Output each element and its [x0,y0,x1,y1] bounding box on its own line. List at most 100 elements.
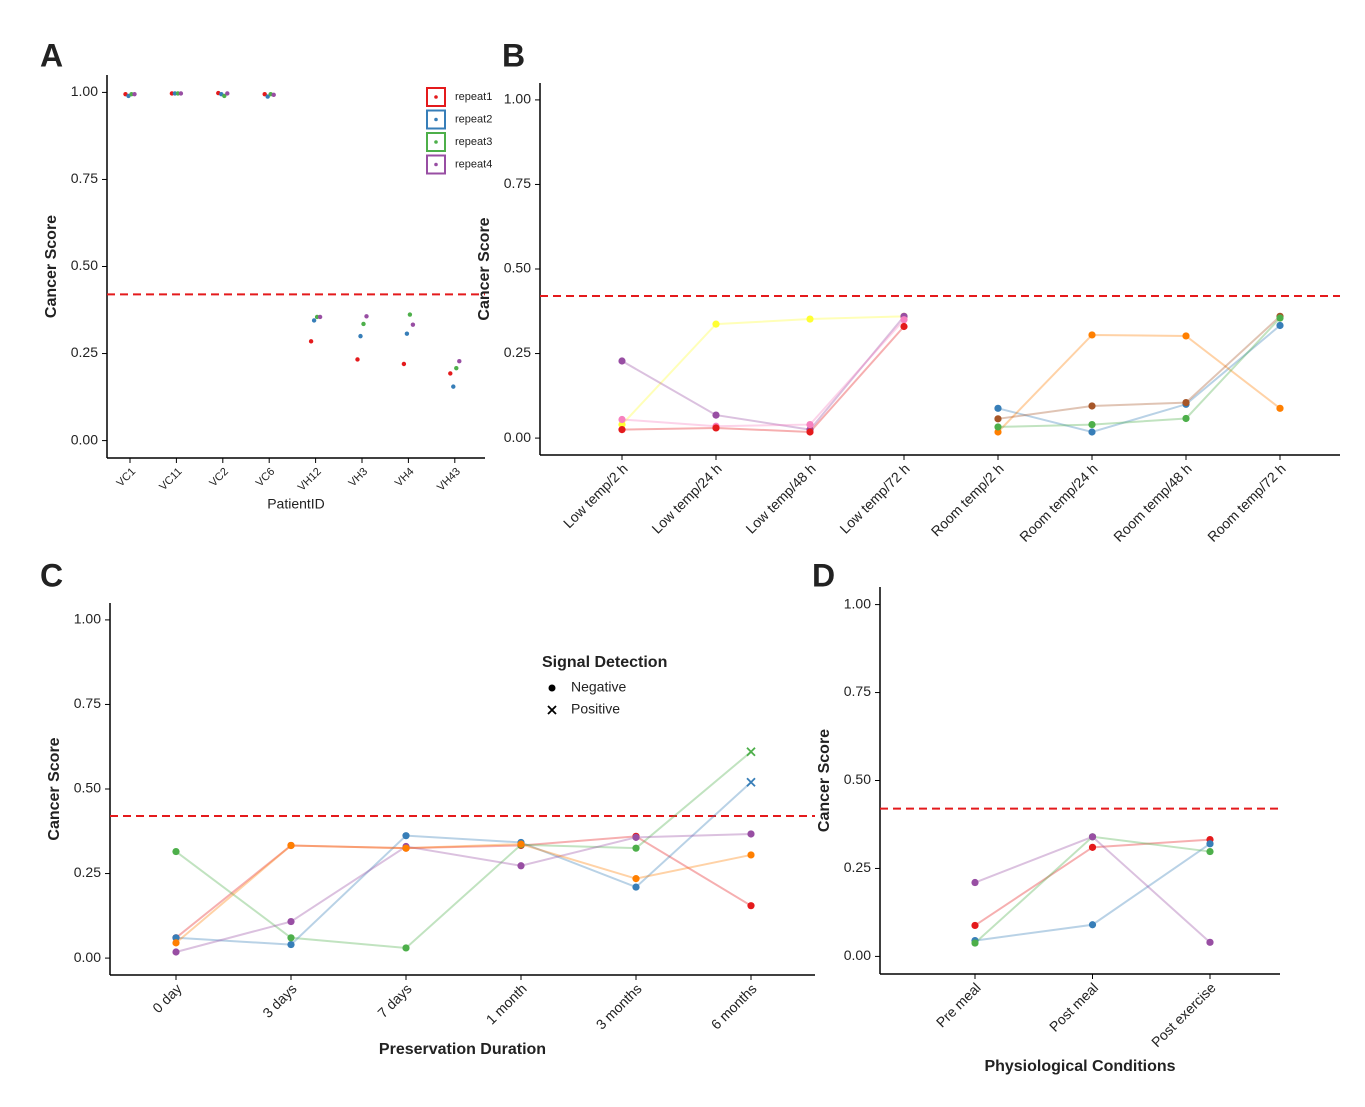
point [361,321,366,327]
point [451,384,456,389]
point [172,934,180,942]
point [712,411,720,419]
point [747,851,755,859]
x-axis-label: Physiological Conditions [984,1058,1175,1075]
point [401,361,407,367]
legend-label: Positive [571,701,620,717]
y-axis-label: Cancer Score [476,217,493,320]
point [994,415,1002,423]
point [900,316,908,324]
point [1206,938,1214,946]
legend-dot [548,684,556,692]
point [132,91,137,97]
point [1088,420,1096,429]
legend-label: Negative [571,679,626,695]
x-tick-label: VH12 [296,466,324,494]
point [355,357,360,362]
point [222,93,227,99]
cross-stroke [746,777,756,787]
point [358,333,363,339]
x-tick-label: VC6 [254,466,278,490]
point [994,428,1002,436]
point [517,862,525,870]
x-tick-label: VC11 [157,466,184,493]
point [712,424,720,432]
point [457,359,462,364]
series-line [621,315,905,431]
y-tick-label: 1.00 [74,611,101,627]
y-tick-label: 0.00 [504,429,531,445]
legend-label: repeat2 [455,113,492,125]
series-line [621,325,905,434]
x-tick-label: 3 months [593,980,645,1032]
point [1182,398,1190,407]
point [971,878,979,887]
point [994,404,1002,412]
point [1088,428,1096,436]
x-tick-label: Post meal [1046,979,1101,1034]
point [712,320,720,328]
point [900,322,908,331]
point [971,921,979,930]
point [632,844,640,852]
x-axis-label: PatientID [267,496,325,512]
panel-label: C [40,557,63,593]
point [265,94,270,99]
y-tick-label: 0.75 [844,683,871,699]
x-tick-label: 6 months [708,980,760,1032]
point [311,318,317,323]
x-tick-label: Room temp/2 h [928,460,1007,539]
point [994,423,1002,431]
x-tick-label: Room temp/24 h [1016,460,1100,544]
point [1276,404,1284,412]
point [1088,402,1096,410]
y-axis-label: Cancer Score [816,729,833,832]
x-tick-label: Room temp/48 h [1110,460,1194,544]
series-line [997,315,1281,420]
x-tick-label: Pre meal [933,979,984,1030]
point [517,840,525,848]
point [971,939,979,947]
point [1088,833,1097,841]
point [402,844,410,852]
y-tick-label: 1.00 [504,91,531,107]
x-tick-label: 1 month [483,980,530,1027]
y-tick-label: 0.25 [71,344,98,360]
point [448,371,453,376]
point-cross [746,777,756,787]
y-tick-label: 1.00 [844,595,871,611]
point [747,830,755,838]
y-tick-label: 0.25 [74,864,101,880]
y-tick-label: 0.75 [74,695,101,711]
legend-title: Signal Detection [542,654,667,671]
x-tick-label: VC1 [115,466,139,490]
legend-label: repeat4 [455,158,492,170]
legend-dot [434,95,438,99]
point [225,91,230,96]
y-tick-label: 0.50 [74,780,101,796]
x-tick-label: Post exercise [1148,979,1219,1050]
y-tick-label: 0.25 [844,859,871,875]
panel-label: A [40,37,63,73]
series-line [621,319,905,428]
x-tick-label: Low temp/48 h [742,460,818,536]
series-line [175,843,752,944]
point [308,339,314,344]
point [287,917,295,926]
series-line [175,832,752,953]
point [454,365,459,371]
point [172,948,180,956]
point [402,944,410,952]
y-tick-label: 0.50 [504,260,531,276]
point [806,315,814,323]
y-tick-label: 0.50 [71,257,98,273]
point [1276,321,1284,330]
x-tick-label: VH3 [347,466,371,490]
series-line [175,751,752,949]
point [287,940,295,949]
series-line [974,838,1211,927]
point [1206,840,1214,848]
point [271,92,276,98]
x-tick-label: VC2 [207,466,231,490]
